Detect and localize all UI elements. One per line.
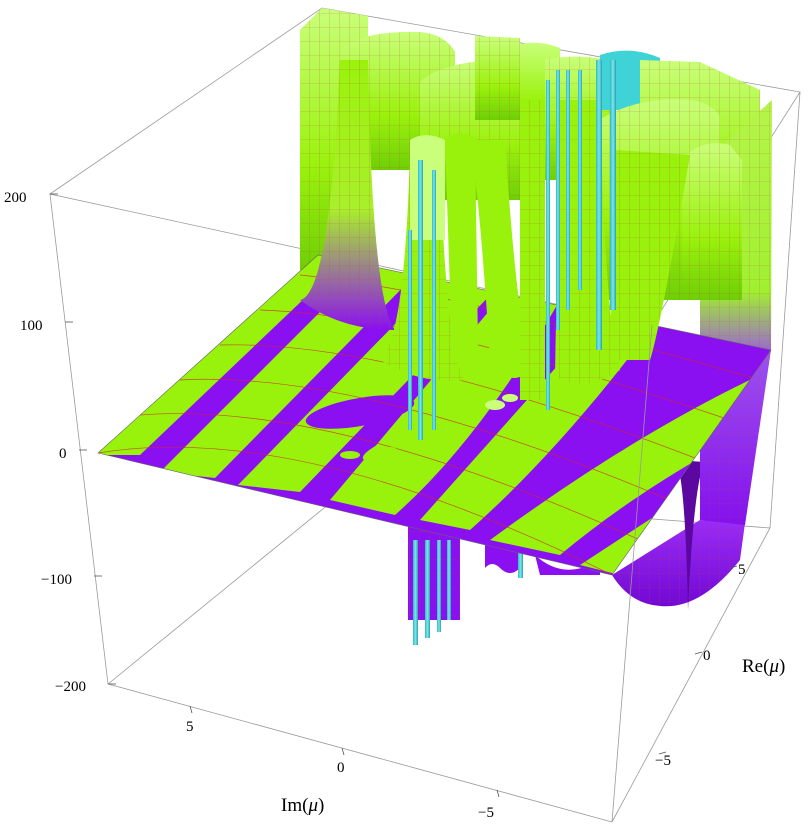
z-tick-label: 0	[59, 446, 67, 462]
x-axis-label: Im(μ)	[281, 795, 324, 816]
z-tick-label: −200	[55, 679, 86, 695]
z-axis: 200 100 0 −100 −200	[4, 190, 116, 695]
y-tick-label: −5	[655, 753, 671, 769]
y-axis-label: Re(μ)	[742, 656, 785, 677]
x-tick-label: 0	[337, 760, 345, 776]
right-face	[682, 100, 772, 525]
positive-poles-front	[300, 60, 690, 465]
y-tick-label: 5	[738, 562, 746, 578]
y-tick-label: 0	[703, 648, 711, 664]
x-tick-label: −5	[478, 805, 494, 821]
x-axis: 5 0 −5 Im(μ)	[186, 705, 500, 821]
bounding-box-front	[107, 324, 771, 823]
z-tick-label: 100	[20, 318, 43, 334]
z-tick-label: −100	[41, 572, 72, 588]
z-tick-label: 200	[4, 190, 27, 206]
y-axis: 5 0 −5 Re(μ)	[655, 562, 785, 769]
x-tick-label: 5	[186, 719, 194, 735]
